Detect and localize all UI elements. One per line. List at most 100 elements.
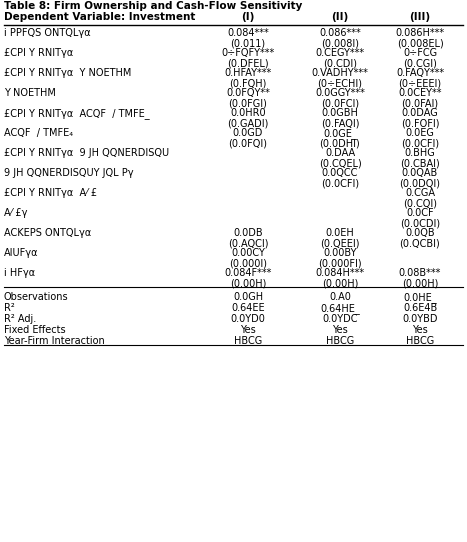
Text: 0.084***: 0.084***: [227, 28, 269, 38]
Text: 0.CEGY***: 0.CEGY***: [315, 48, 365, 58]
Text: (0÷ECHI): (0÷ECHI): [318, 78, 362, 88]
Text: (0.GADI): (0.GADI): [227, 118, 269, 128]
Text: (0.0FCI): (0.0FCI): [321, 98, 359, 108]
Text: £CPI Y RNITγα  A⁄ £: £CPI Y RNITγα A⁄ £: [4, 188, 97, 198]
Text: (0.008I): (0.008I): [321, 38, 359, 48]
Text: (0.00H): (0.00H): [230, 278, 266, 288]
Text: (0.AQCI): (0.AQCI): [228, 238, 268, 248]
Text: (0.CGI): (0.CGI): [403, 58, 437, 68]
Text: 0.0CEY**: 0.0CEY**: [398, 88, 442, 98]
Text: (0.CQEL): (0.CQEL): [318, 158, 361, 168]
Text: R²: R²: [4, 303, 15, 313]
Text: A⁄ £γ: A⁄ £γ: [4, 208, 28, 218]
Text: (0.008EL): (0.008EL): [396, 38, 443, 48]
Text: 0.0GGY***: 0.0GGY***: [315, 88, 365, 98]
Text: 0.0DAG: 0.0DAG: [402, 108, 439, 118]
Text: Dependent Variable: Investment: Dependent Variable: Investment: [4, 12, 195, 22]
Text: i HFγα: i HFγα: [4, 268, 35, 278]
Text: (0.CDI): (0.CDI): [323, 58, 357, 68]
Text: 0.0GE_: 0.0GE_: [323, 128, 357, 139]
Text: 0.CGA: 0.CGA: [405, 188, 435, 198]
Text: Yes: Yes: [240, 325, 256, 335]
Text: 0.0YBD: 0.0YBD: [402, 314, 438, 324]
Text: 0.08B***: 0.08B***: [399, 268, 441, 278]
Text: 0.6E4B: 0.6E4B: [403, 303, 437, 313]
Text: 9 JH QQNERDISQUY JQL Pγ: 9 JH QQNERDISQUY JQL Pγ: [4, 168, 134, 178]
Text: 0.A0: 0.A0: [329, 292, 351, 302]
Text: (0.FAQI): (0.FAQI): [321, 118, 359, 128]
Text: 0.0GD: 0.0GD: [233, 128, 263, 138]
Text: 0.0EH: 0.0EH: [325, 228, 354, 238]
Text: 0.0YD0: 0.0YD0: [231, 314, 265, 324]
Text: (0.0FGI): (0.0FGI): [228, 98, 268, 108]
Text: AIUFγα: AIUFγα: [4, 248, 38, 258]
Text: 0.BHG: 0.BHG: [404, 148, 435, 158]
Text: Observations: Observations: [4, 292, 69, 302]
Text: HBCG: HBCG: [406, 336, 434, 346]
Text: 0.0EG: 0.0EG: [405, 128, 434, 138]
Text: 0÷FCG: 0÷FCG: [403, 48, 437, 58]
Text: 0.64HE_: 0.64HE_: [320, 303, 360, 314]
Text: (0.QEEI): (0.QEEI): [320, 238, 360, 248]
Text: Yes: Yes: [332, 325, 348, 335]
Text: (0.FQH): (0.FQH): [229, 78, 267, 88]
Text: (0.00H): (0.00H): [402, 278, 438, 288]
Text: (0.000I): (0.000I): [229, 258, 267, 268]
Text: Yes: Yes: [412, 325, 428, 335]
Text: Year-Firm Interaction: Year-Firm Interaction: [4, 336, 105, 346]
Text: R² Adj.: R² Adj.: [4, 314, 36, 324]
Text: 0.0CF: 0.0CF: [406, 208, 434, 218]
Text: (I): (I): [241, 12, 255, 22]
Text: (0÷EEEI): (0÷EEEI): [398, 78, 442, 88]
Text: 0.VADHY***: 0.VADHY***: [311, 68, 368, 78]
Text: (0.0CFI): (0.0CFI): [321, 178, 359, 188]
Text: 0.084F***: 0.084F***: [224, 268, 272, 278]
Text: £CPI Y RNITγα: £CPI Y RNITγα: [4, 48, 73, 58]
Text: £CPI Y RNITγα  ACQF  / TMFE_: £CPI Y RNITγα ACQF / TMFE_: [4, 108, 149, 119]
Text: (0.011): (0.011): [230, 38, 266, 48]
Text: HBCG: HBCG: [234, 336, 262, 346]
Text: £CPI Y RNITγα  Y NOETHM: £CPI Y RNITγα Y NOETHM: [4, 68, 131, 78]
Text: ACQF  / TMFE₄: ACQF / TMFE₄: [4, 128, 73, 138]
Text: Y NOETHM: Y NOETHM: [4, 88, 56, 98]
Text: 0.086H***: 0.086H***: [396, 28, 445, 38]
Text: 0.0HR0: 0.0HR0: [230, 108, 266, 118]
Text: (0.FOFI): (0.FOFI): [401, 118, 439, 128]
Text: 0.084H***: 0.084H***: [315, 268, 365, 278]
Text: (II): (II): [332, 12, 349, 22]
Text: 0.HFAY***: 0.HFAY***: [224, 68, 272, 78]
Text: 0.DAA: 0.DAA: [325, 148, 355, 158]
Text: 0.0FQY**: 0.0FQY**: [226, 88, 270, 98]
Text: i PPFQS ONTQLγα: i PPFQS ONTQLγα: [4, 28, 91, 38]
Text: 0.0HE_: 0.0HE_: [403, 292, 437, 303]
Text: (0.0CFI): (0.0CFI): [401, 138, 439, 148]
Text: 0.0QCC: 0.0QCC: [322, 168, 358, 178]
Text: 0.0DB: 0.0DB: [233, 228, 263, 238]
Text: (0.0FAI): (0.0FAI): [402, 98, 439, 108]
Text: 0÷FQFY***: 0÷FQFY***: [221, 48, 275, 58]
Text: (0.0CDI): (0.0CDI): [400, 218, 440, 228]
Text: 0.FAQY***: 0.FAQY***: [396, 68, 444, 78]
Text: 0.0GH: 0.0GH: [233, 292, 263, 302]
Text: Table 8: Firm Ownership and Cash-Flow Sensitivity: Table 8: Firm Ownership and Cash-Flow Se…: [4, 1, 302, 11]
Text: 0.086***: 0.086***: [319, 28, 361, 38]
Text: 0.00CY: 0.00CY: [231, 248, 265, 258]
Text: (0.CBAI): (0.CBAI): [400, 158, 440, 168]
Text: (0.0FQI): (0.0FQI): [228, 138, 268, 148]
Text: HBCG: HBCG: [326, 336, 354, 346]
Text: (0.QCBI): (0.QCBI): [400, 238, 440, 248]
Text: (0.00H): (0.00H): [322, 278, 358, 288]
Text: 0.64EE: 0.64EE: [231, 303, 265, 313]
Text: Fixed Effects: Fixed Effects: [4, 325, 66, 335]
Text: (III): (III): [410, 12, 431, 22]
Text: 0.0GBH: 0.0GBH: [322, 108, 359, 118]
Text: 0.0QAB: 0.0QAB: [402, 168, 438, 178]
Text: 0.0YDC: 0.0YDC: [322, 314, 358, 324]
Text: (0.0DQI): (0.0DQI): [399, 178, 440, 188]
Text: 0.0QB: 0.0QB: [405, 228, 435, 238]
Text: 0.00BY: 0.00BY: [323, 248, 357, 258]
Text: (0.000FI): (0.000FI): [318, 258, 362, 268]
Text: (0.CQI): (0.CQI): [403, 198, 437, 208]
Text: (0.0DHI): (0.0DHI): [319, 138, 361, 148]
Text: (0.DFEL): (0.DFEL): [227, 58, 269, 68]
